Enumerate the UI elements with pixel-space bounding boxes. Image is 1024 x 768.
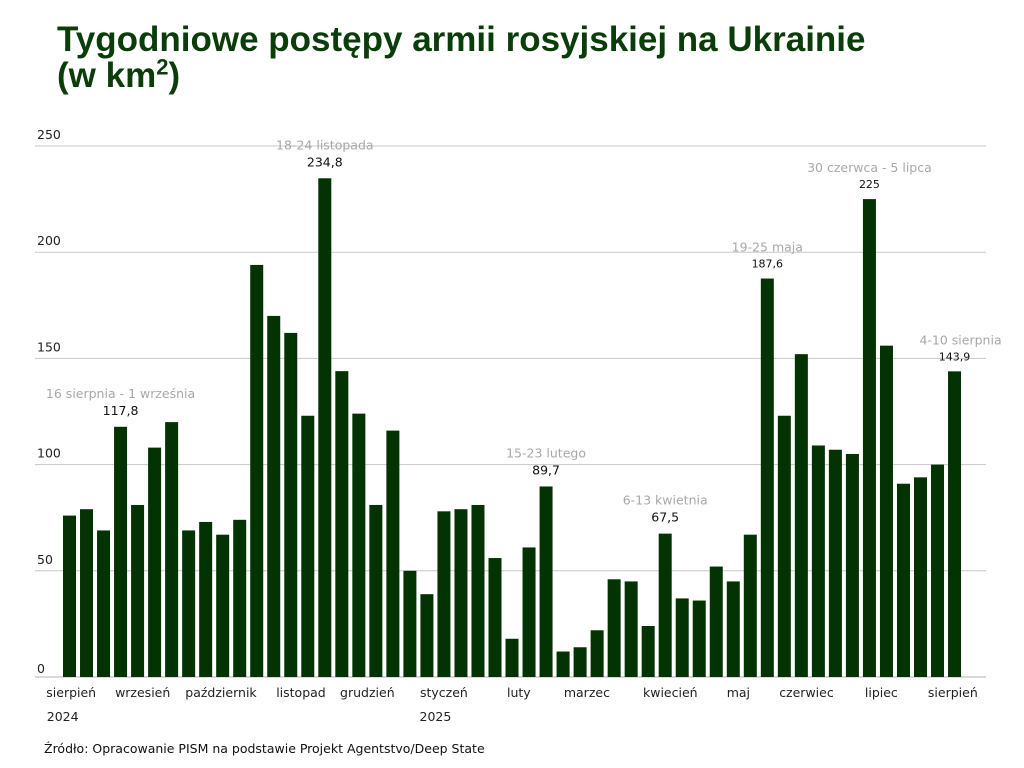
bar xyxy=(148,447,162,677)
x-tick-label: listopad xyxy=(276,685,326,700)
data-label: 89,7 xyxy=(532,462,560,477)
bar xyxy=(80,509,94,677)
data-label: 117,8 xyxy=(103,403,139,418)
bar xyxy=(607,579,621,677)
annotation-period: 4-10 sierpnia xyxy=(919,332,1001,347)
x-tick-label: marzec xyxy=(564,685,610,700)
bar xyxy=(879,345,893,677)
data-label: 143,9 xyxy=(939,350,971,363)
annotation-period: 30 czerwca - 5 lipca xyxy=(807,160,932,175)
bar xyxy=(420,594,434,677)
bar xyxy=(573,647,587,677)
bar xyxy=(709,566,723,677)
x-tick-label: kwiecień xyxy=(643,685,698,700)
bar xyxy=(948,371,962,677)
bar xyxy=(403,570,417,677)
title-unit-superscript: 2 xyxy=(156,54,169,80)
bar xyxy=(369,504,383,677)
source-note: Źródło: Opracowanie PISM na podstawie Pr… xyxy=(44,741,485,756)
bar xyxy=(726,581,740,677)
bar xyxy=(845,453,859,677)
annotation-period: 19-25 maja xyxy=(732,240,803,255)
bar xyxy=(590,630,604,677)
bar xyxy=(233,519,247,677)
y-tick-label: 200 xyxy=(37,233,61,248)
bar xyxy=(284,332,298,677)
bar xyxy=(437,511,451,677)
annotation-period: 6-13 kwietnia xyxy=(623,493,708,508)
bar xyxy=(301,415,315,677)
bar xyxy=(862,199,876,677)
bar xyxy=(471,504,485,677)
x-tick-label: styczeń xyxy=(420,685,468,700)
bar xyxy=(914,477,927,677)
data-label: 67,5 xyxy=(651,510,679,525)
annotation-period: 15-23 lutego xyxy=(506,445,586,460)
bar xyxy=(318,178,332,678)
chart-title: Tygodniowe postępy armii rosyjskiej na U… xyxy=(57,22,866,94)
y-tick-label: 250 xyxy=(37,127,61,142)
bar xyxy=(114,426,128,677)
title-main: Tygodniowe postępy armii rosyjskiej na U… xyxy=(57,20,866,59)
data-label: 225 xyxy=(859,178,880,191)
bar xyxy=(488,558,502,677)
x-tick-label: luty xyxy=(507,685,531,700)
data-label: 187,6 xyxy=(752,258,784,271)
y-tick-label: 50 xyxy=(37,552,53,567)
annotation-period: 16 sierpnia - 1 września xyxy=(46,386,195,401)
y-tick-label: 0 xyxy=(37,661,45,676)
x-tick-label: październik xyxy=(185,685,257,700)
bar xyxy=(811,445,825,677)
x-tick-label: lipiec xyxy=(865,685,898,700)
bar xyxy=(267,315,281,677)
bar xyxy=(250,264,264,677)
bar xyxy=(335,371,349,677)
bar xyxy=(505,638,519,677)
bar xyxy=(131,504,145,677)
y-tick-label: 100 xyxy=(37,446,61,461)
bar xyxy=(794,354,808,677)
title-unit-close: ) xyxy=(168,56,181,95)
y-tick-label: 150 xyxy=(37,339,61,354)
bar xyxy=(777,415,791,677)
bar xyxy=(624,581,638,677)
bar xyxy=(896,483,910,677)
x-tick-label: czerwiec xyxy=(779,685,834,700)
bar xyxy=(97,530,111,677)
bar xyxy=(199,521,213,677)
x-tick-label: maj xyxy=(727,685,750,700)
bar xyxy=(63,515,76,677)
bar xyxy=(931,464,945,677)
title-unit: (w km xyxy=(57,56,157,95)
bar xyxy=(828,449,842,677)
x-tick-label: wrzesień xyxy=(115,685,170,700)
bar xyxy=(675,598,689,677)
x-tick-label: sierpień xyxy=(46,685,96,700)
year-label: 2025 xyxy=(420,709,452,724)
bar xyxy=(658,533,672,677)
bar xyxy=(641,626,655,677)
bar xyxy=(165,422,179,677)
bar xyxy=(216,534,230,677)
annotation-period: 18-24 listopada xyxy=(276,137,374,152)
bar xyxy=(454,509,468,677)
bar xyxy=(539,486,553,677)
year-label: 2024 xyxy=(47,709,79,724)
bar xyxy=(556,651,570,677)
bar xyxy=(182,530,196,677)
data-label: 234,8 xyxy=(307,154,343,169)
bar xyxy=(692,600,706,677)
x-tick-label: grudzień xyxy=(340,685,395,700)
bar xyxy=(743,534,757,677)
bar xyxy=(352,413,366,677)
x-tick-label: sierpień xyxy=(928,685,978,700)
bar xyxy=(522,547,536,677)
bar xyxy=(386,430,400,677)
bar xyxy=(760,278,774,677)
